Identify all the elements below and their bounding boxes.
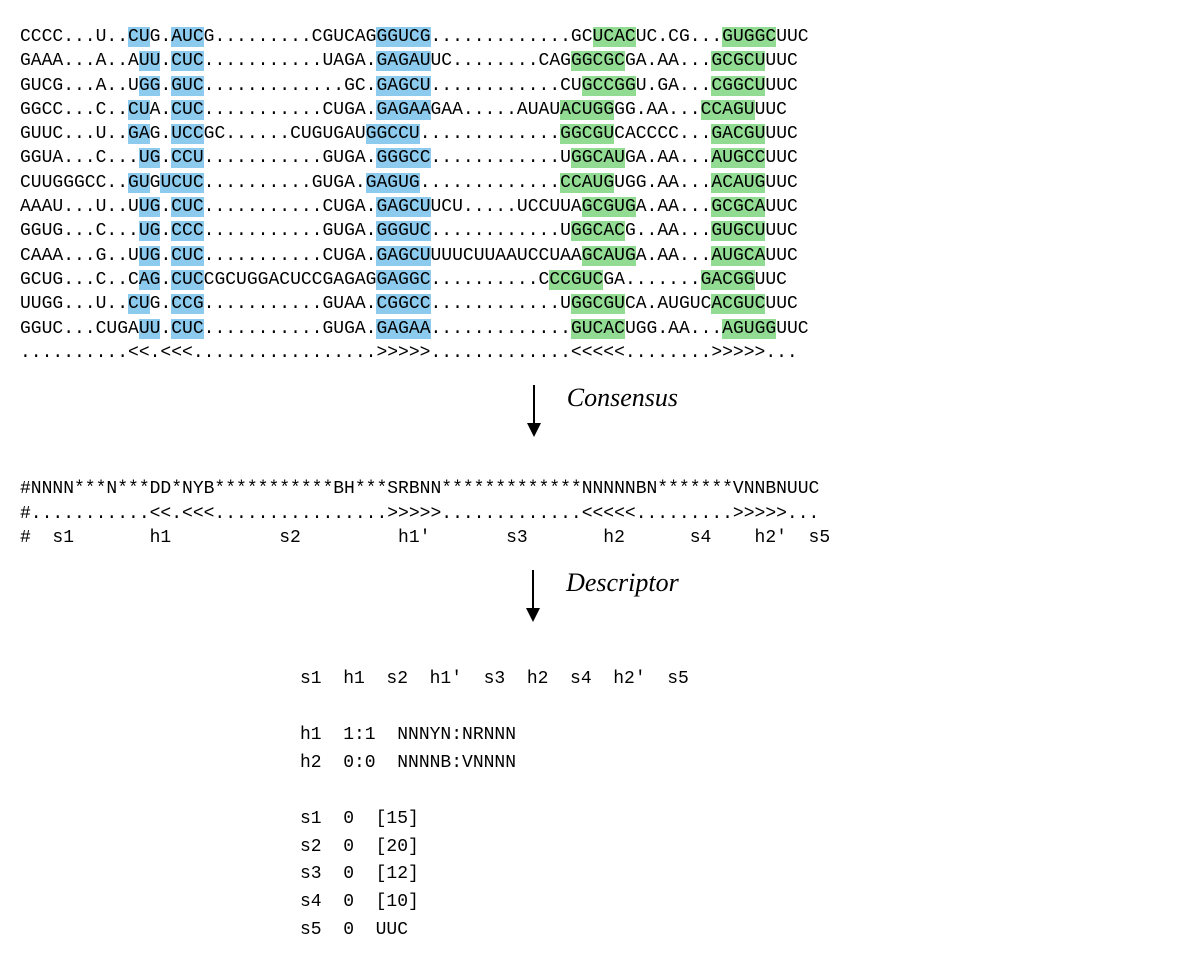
alignment-row: AAAU...U..UUG.CUC...........CUGA.GAGCUUC… bbox=[20, 195, 1180, 219]
alignment-row: GGCC...C..CUA.CUC...........CUGA.GAGAAGA… bbox=[20, 98, 1180, 122]
arrow-down-icon bbox=[522, 383, 546, 439]
alignment-row: GUUC...U..GAG.UCCGC......CUGUGAUGGCCU...… bbox=[20, 122, 1180, 146]
descriptor-topology: s1 h1 s2 h1' s3 h2 s4 h2' s5 bbox=[300, 669, 689, 689]
descriptor-block: s1 h1 s2 h1' s3 h2 s4 h2' s5 h1 1:1 NNNY… bbox=[300, 638, 1180, 945]
descriptor-strand: s4 0 [10] bbox=[300, 892, 419, 912]
sequence-alignment: CCCC...U..CUG.AUCG.........CGUCAGGGUCG..… bbox=[20, 25, 1180, 365]
descriptor-strand: s5 0 UUC bbox=[300, 920, 408, 940]
alignment-row: GGUC...CUGAUU.CUC...........GUGA.GAGAA..… bbox=[20, 317, 1180, 341]
descriptor-strand: s1 0 [15] bbox=[300, 809, 419, 829]
consensus-block: #NNNN***N***DD*NYB***********BH***SRBNN*… bbox=[20, 453, 1180, 550]
consensus-line1: #NNNN***N***DD*NYB***********BH***SRBNN*… bbox=[20, 479, 819, 499]
alignment-row: CUUGGGCC..GUGUCUC..........GUGA.GAGUG...… bbox=[20, 171, 1180, 195]
alignment-row: GCUG...C..CAG.CUCCGCUGGACUCCGAGAGGAGGC..… bbox=[20, 268, 1180, 292]
consensus-line2: #...........<<.<<<................>>>>>.… bbox=[20, 504, 819, 524]
arrow-down-icon bbox=[521, 568, 545, 624]
consensus-line3: # s1 h1 s2 h1' s3 h2 s4 h2' s5 bbox=[20, 528, 830, 548]
alignment-row: GAAA...A..AUU.CUC...........UAGA.GAGAUUC… bbox=[20, 49, 1180, 73]
descriptor-helix: h2 0:0 NNNNB:VNNNN bbox=[300, 753, 516, 773]
alignment-row: GGUG...C...UG.CCC...........GUGA.GGGUC..… bbox=[20, 219, 1180, 243]
alignment-row: CCCC...U..CUG.AUCG.........CGUCAGGGUCG..… bbox=[20, 25, 1180, 49]
descriptor-strand: s3 0 [12] bbox=[300, 864, 419, 884]
alignment-row: UUGG...U..CUG.CCG...........GUAA.CGGCC..… bbox=[20, 292, 1180, 316]
descriptor-label: Descriptor bbox=[566, 568, 679, 597]
arrow-consensus: Consensus bbox=[20, 383, 1180, 439]
alignment-row: GGUA...C...UG.CCU...........GUGA.GGGCC..… bbox=[20, 146, 1180, 170]
alignment-row: GUCG...A..UGG.GUC.............GC.GAGCU..… bbox=[20, 74, 1180, 98]
consensus-label: Consensus bbox=[567, 383, 678, 412]
descriptor-helix: h1 1:1 NNNYN:NRNNN bbox=[300, 725, 516, 745]
structure-annotation: ..........<<.<<<.................>>>>>..… bbox=[20, 341, 1180, 365]
arrow-descriptor: Descriptor bbox=[20, 568, 1180, 624]
descriptor-strand: s2 0 [20] bbox=[300, 837, 419, 857]
alignment-row: CAAA...G..UUG.CUC...........CUGA.GAGCUUU… bbox=[20, 244, 1180, 268]
